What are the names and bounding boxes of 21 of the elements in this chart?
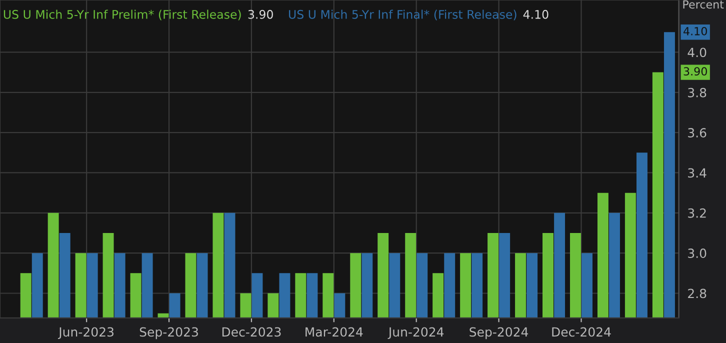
- annotation: 3.90: [684, 67, 707, 76]
- y-tick-label: 3.8: [688, 88, 706, 98]
- annotation: 4.10: [523, 10, 548, 19]
- x-tick-label: Jun-2024: [388, 327, 444, 339]
- annotation: 4.10: [684, 26, 707, 36]
- x-tick-label: Sep-2023: [140, 327, 198, 340]
- x-tick-label: Dec-2024: [552, 327, 611, 337]
- y-tick-label: 3.6: [688, 128, 706, 138]
- x-tick-label: Jun-2023: [58, 327, 114, 339]
- y-tick-label: 3.0: [688, 248, 706, 258]
- y-axis-title: Percent: [683, 0, 724, 9]
- x-tick-label: Sep-2024: [470, 327, 528, 340]
- y-tick-label: 4.0: [688, 48, 706, 58]
- y-tick-label: 3.4: [688, 168, 706, 178]
- annotation: 3.90: [248, 10, 273, 19]
- text: US U Mich 5-Yr Inf Final* (First Release): [289, 10, 516, 20]
- text: US U Mich 5-Yr Inf Prelim* (First Release): [4, 10, 241, 20]
- x-tick-label: Dec-2023: [222, 327, 281, 337]
- x-tick-label: Mar-2024: [306, 327, 363, 337]
- y-tick-label: 3.2: [688, 208, 706, 218]
- y-tick-label: 2.8: [688, 288, 706, 298]
